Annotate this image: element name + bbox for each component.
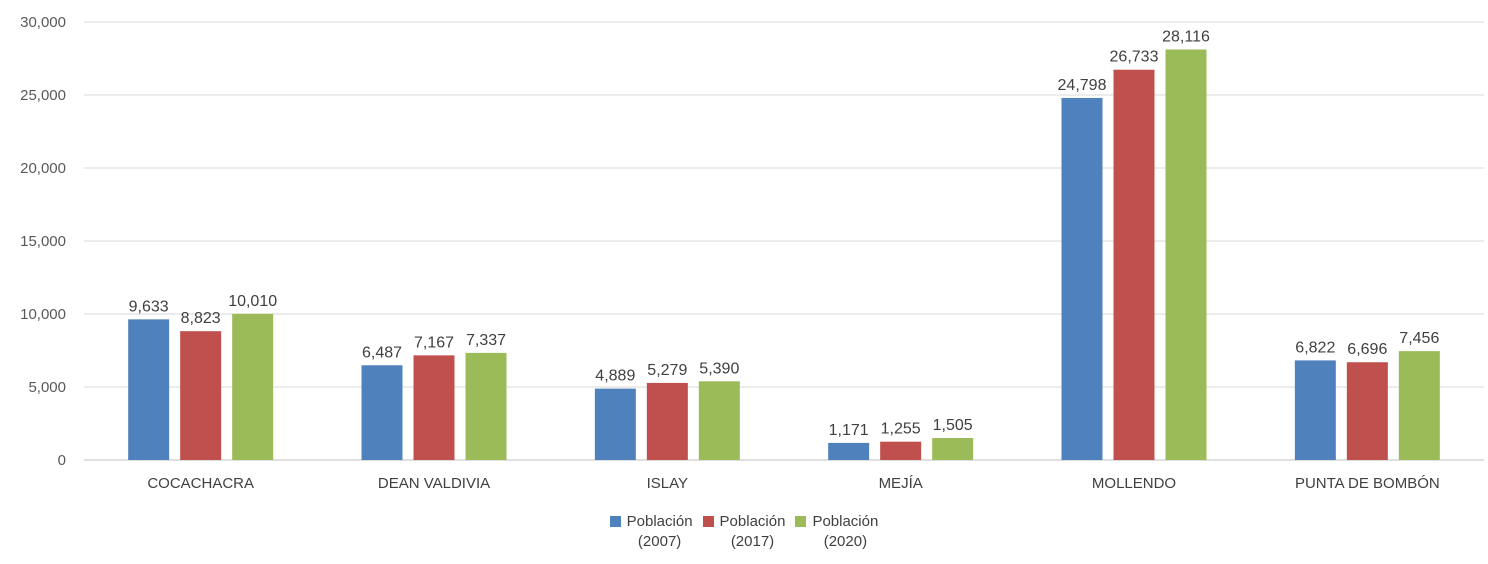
legend-item-2017: Población (2017) bbox=[702, 512, 786, 552]
bar bbox=[232, 313, 274, 460]
x-category-label: COCACHACRA bbox=[147, 475, 254, 492]
data-label: 5,279 bbox=[647, 362, 687, 379]
data-label: 6,487 bbox=[362, 344, 402, 361]
data-label: 1,255 bbox=[881, 421, 921, 438]
data-label: 7,337 bbox=[466, 332, 506, 349]
bar bbox=[646, 382, 688, 460]
data-label: 6,696 bbox=[1347, 341, 1387, 358]
bar bbox=[1061, 97, 1103, 460]
data-label: 7,167 bbox=[414, 334, 454, 351]
data-label: 8,823 bbox=[181, 310, 221, 327]
data-label: 24,798 bbox=[1058, 77, 1107, 94]
y-tick-label: 5,000 bbox=[28, 379, 66, 396]
y-tick-label: 10,000 bbox=[20, 306, 66, 323]
bar bbox=[594, 388, 636, 460]
y-tick-label: 25,000 bbox=[20, 87, 66, 104]
y-tick-label: 0 bbox=[58, 452, 66, 469]
legend-label-line1: Población bbox=[812, 513, 879, 530]
legend-label-line1: Población bbox=[626, 513, 693, 530]
bar bbox=[932, 438, 974, 460]
legend-swatch-2007 bbox=[609, 516, 621, 527]
bar-chart: 0 5,000 10,000 15,000 20,000 25,000 30,000 9,63… bbox=[20, 14, 1484, 492]
y-tick-label: 15,000 bbox=[20, 233, 66, 250]
legend-swatch-2020 bbox=[795, 516, 807, 527]
legend: Población (2007) Población (2017) Poblac… bbox=[0, 512, 1488, 552]
data-label: 1,171 bbox=[829, 422, 869, 439]
bar bbox=[128, 319, 170, 460]
x-category-label: PUNTA DE BOMBÓN bbox=[1295, 475, 1440, 492]
legend-label-line2: (2017) bbox=[730, 533, 775, 550]
legend-label-line2: (2007) bbox=[637, 533, 682, 550]
data-label: 28,116 bbox=[1162, 29, 1210, 46]
y-tick-label: 30,000 bbox=[20, 14, 66, 31]
data-label: 4,889 bbox=[595, 368, 635, 385]
data-label: 10,010 bbox=[228, 293, 277, 310]
legend-item-2020: Población (2020) bbox=[795, 512, 878, 552]
bar bbox=[880, 441, 922, 460]
legend-swatch-2017 bbox=[702, 516, 714, 527]
bar bbox=[1294, 360, 1336, 460]
data-label: 9,633 bbox=[129, 298, 169, 315]
bar bbox=[1346, 362, 1388, 460]
bar bbox=[180, 331, 222, 460]
x-category-label: MEJÍA bbox=[879, 475, 923, 492]
bar bbox=[828, 442, 870, 460]
bar bbox=[1398, 351, 1440, 460]
legend-label-line1: Población bbox=[719, 513, 786, 530]
legend-label-line2: (2020) bbox=[823, 533, 868, 550]
bar bbox=[361, 365, 403, 460]
data-label: 5,390 bbox=[699, 360, 739, 377]
bar bbox=[1113, 69, 1155, 461]
x-category-label: MOLLENDO bbox=[1092, 475, 1176, 492]
x-category-label: DEAN VALDIVIA bbox=[378, 475, 490, 492]
data-label: 6,822 bbox=[1295, 339, 1335, 356]
x-category-label: ISLAY bbox=[647, 475, 688, 492]
bar bbox=[413, 355, 455, 460]
bar bbox=[1165, 49, 1207, 460]
bar bbox=[465, 352, 507, 460]
data-label: 1,505 bbox=[933, 417, 973, 434]
data-label: 7,456 bbox=[1399, 330, 1439, 347]
bar bbox=[698, 381, 740, 460]
y-tick-label: 20,000 bbox=[20, 160, 66, 177]
data-label: 26,733 bbox=[1110, 49, 1159, 66]
legend-item-2007: Población (2007) bbox=[609, 512, 693, 552]
